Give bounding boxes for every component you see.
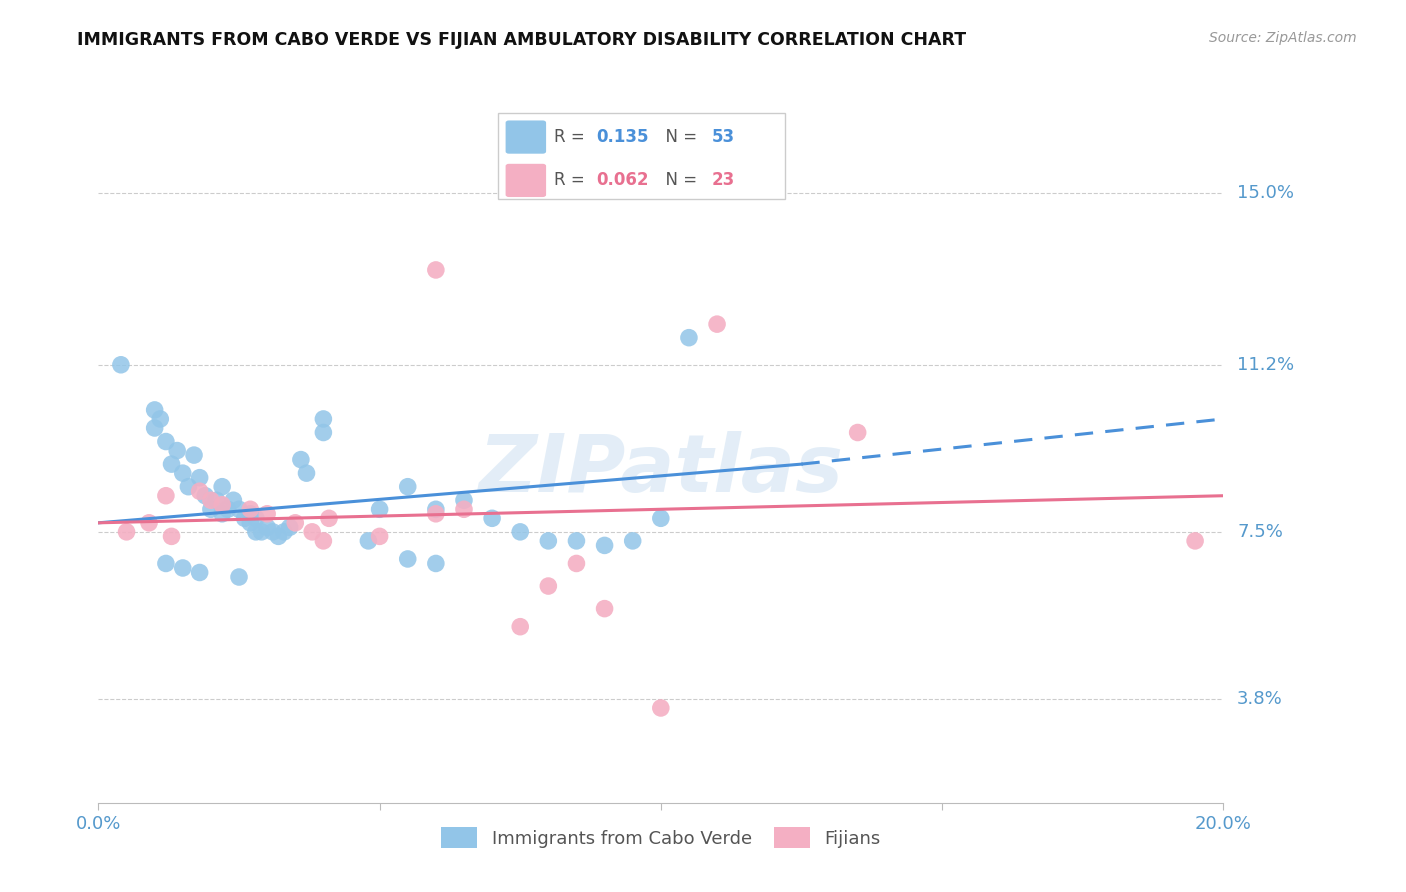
Point <box>205 493 228 508</box>
Point <box>425 502 447 516</box>
Text: IMMIGRANTS FROM CABO VERDE VS FIJIAN AMBULATORY DISABILITY CORRELATION CHART: IMMIGRANTS FROM CABO VERDE VS FIJIAN AMB… <box>77 31 966 49</box>
Text: 7.5%: 7.5% <box>1237 523 1284 541</box>
Point <box>425 507 447 521</box>
Point <box>256 520 278 534</box>
Point <box>172 466 194 480</box>
Point <box>368 502 391 516</box>
Text: 53: 53 <box>711 128 734 146</box>
Point <box>318 511 340 525</box>
Point <box>155 434 177 449</box>
Point <box>239 502 262 516</box>
Point <box>177 480 200 494</box>
Point <box>200 502 222 516</box>
Point <box>301 524 323 539</box>
Point <box>425 263 447 277</box>
Point <box>273 524 295 539</box>
Point <box>143 421 166 435</box>
Point <box>593 601 616 615</box>
Point <box>650 701 672 715</box>
Point <box>211 498 233 512</box>
Point <box>155 489 177 503</box>
Text: 3.8%: 3.8% <box>1237 690 1282 708</box>
Text: R =: R = <box>554 171 591 189</box>
Point <box>239 516 262 530</box>
Point <box>262 524 284 539</box>
Text: 0.135: 0.135 <box>596 128 650 146</box>
Point <box>481 511 503 525</box>
Point <box>245 524 267 539</box>
Point <box>509 524 531 539</box>
Point <box>278 520 301 534</box>
Point <box>200 493 222 508</box>
Text: R =: R = <box>554 128 591 146</box>
Point <box>233 511 256 525</box>
Point <box>211 480 233 494</box>
Point <box>239 507 262 521</box>
Point <box>188 471 211 485</box>
Point <box>650 511 672 525</box>
Point <box>228 502 250 516</box>
Point <box>396 552 419 566</box>
Point <box>115 524 138 539</box>
Text: 0.062: 0.062 <box>596 171 650 189</box>
Text: 23: 23 <box>711 171 735 189</box>
Point <box>222 493 245 508</box>
Point <box>143 403 166 417</box>
Point <box>565 557 588 571</box>
Point <box>211 507 233 521</box>
Point <box>160 529 183 543</box>
Point <box>357 533 380 548</box>
Point <box>509 620 531 634</box>
Text: Source: ZipAtlas.com: Source: ZipAtlas.com <box>1209 31 1357 45</box>
Point <box>312 533 335 548</box>
Point <box>537 533 560 548</box>
Point <box>453 493 475 508</box>
Point <box>425 557 447 571</box>
Point <box>250 524 273 539</box>
Point <box>228 570 250 584</box>
Legend: Immigrants from Cabo Verde, Fijians: Immigrants from Cabo Verde, Fijians <box>434 820 887 855</box>
Point <box>846 425 869 440</box>
Point <box>284 516 307 530</box>
Point <box>453 502 475 516</box>
Point <box>267 529 290 543</box>
Text: 11.2%: 11.2% <box>1237 356 1295 374</box>
Point <box>312 425 335 440</box>
Point <box>396 480 419 494</box>
Point <box>593 538 616 552</box>
FancyBboxPatch shape <box>498 112 785 200</box>
Point <box>565 533 588 548</box>
Point <box>1184 533 1206 548</box>
Point <box>678 331 700 345</box>
Point <box>160 457 183 471</box>
Point <box>110 358 132 372</box>
Point <box>312 412 335 426</box>
Point <box>188 566 211 580</box>
Text: N =: N = <box>655 128 703 146</box>
Point <box>217 502 239 516</box>
Point <box>621 533 644 548</box>
FancyBboxPatch shape <box>506 120 546 153</box>
Point <box>172 561 194 575</box>
Text: 15.0%: 15.0% <box>1237 184 1294 202</box>
Point <box>166 443 188 458</box>
Point <box>194 489 217 503</box>
Point <box>537 579 560 593</box>
Point <box>138 516 160 530</box>
Point <box>368 529 391 543</box>
Point <box>256 507 278 521</box>
Point <box>295 466 318 480</box>
Text: ZIPatlas: ZIPatlas <box>478 432 844 509</box>
Text: N =: N = <box>655 171 703 189</box>
Point <box>188 484 211 499</box>
FancyBboxPatch shape <box>506 164 546 197</box>
Point <box>155 557 177 571</box>
Point <box>183 448 205 462</box>
Point <box>706 317 728 331</box>
Point <box>149 412 172 426</box>
Point <box>290 452 312 467</box>
Point <box>245 511 267 525</box>
